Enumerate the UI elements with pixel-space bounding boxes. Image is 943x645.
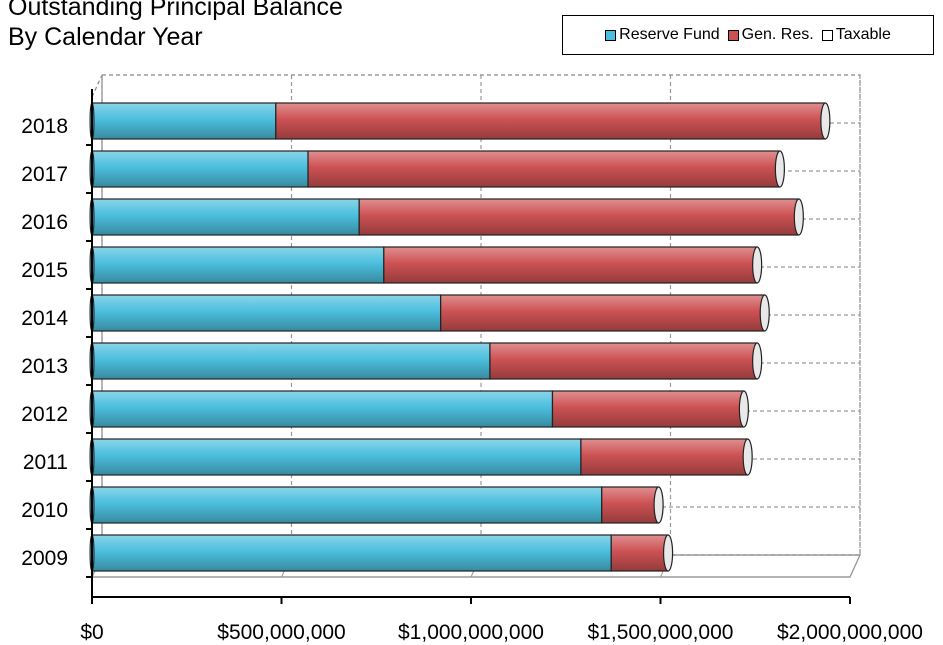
legend-item-reserve-fund: Reserve Fund: [605, 26, 720, 44]
y-tick-label-2010: 2010: [21, 499, 68, 522]
x-tick-label-3: $1,500,000,000: [588, 621, 734, 644]
y-tick-label-2009: 2009: [21, 547, 68, 570]
y-tick-label-2013: 2013: [21, 355, 68, 378]
chart-title-line-2: By Calendar Year: [8, 23, 203, 51]
x-tick-label-1: $500,000,000: [217, 621, 345, 644]
bar-2011-gen-res-: [580, 438, 749, 476]
bar-2013-gen-res-: [489, 342, 758, 380]
bar-cap-2011: [742, 438, 753, 476]
legend-swatch-gen-res: [727, 29, 739, 41]
bar-cap-2009: [662, 534, 674, 572]
bar-2013-reserve-fund: [91, 342, 491, 380]
bar-2018-gen-res-: [275, 102, 826, 140]
bar-2014-reserve-fund: [91, 294, 442, 332]
bar-cap-2012: [738, 390, 749, 428]
bar-2016-gen-res-: [358, 198, 800, 236]
y-tick-label-2015: 2015: [21, 259, 68, 282]
legend-label-taxable: Taxable: [835, 26, 891, 43]
bar-cap-2010: [653, 486, 664, 524]
bar-cap-2014: [759, 294, 770, 332]
y-tick-label-2016: 2016: [21, 211, 68, 234]
bar-2017-reserve-fund: [91, 150, 309, 188]
legend-item-taxable: Taxable: [821, 26, 891, 44]
bar-cap-2017: [774, 150, 785, 188]
bar-2018-reserve-fund: [91, 102, 277, 140]
x-tick-label-2: $1,000,000,000: [398, 621, 544, 644]
bar-2012-reserve-fund: [91, 390, 554, 428]
chart-tick-labels: $0 $500,000,000 $1,000,000,000 $1,500,000,0…: [21, 115, 923, 644]
x-tick-label-4: $2,000,000,000: [777, 621, 923, 644]
bar-2014-gen-res-: [440, 294, 766, 332]
chart-bars: [89, 102, 831, 572]
y-tick-label-2012: 2012: [21, 403, 68, 426]
legend-label-reserve-fund: Reserve Fund: [619, 26, 720, 43]
bar-2015-gen-res-: [383, 246, 758, 284]
bar-2010-reserve-fund: [91, 486, 603, 524]
bar-cap-2015: [752, 246, 763, 284]
bar-2012-gen-res-: [551, 390, 745, 428]
legend-label-gen-res: Gen. Res.: [741, 26, 814, 43]
bar-2009-reserve-fund: [91, 534, 612, 572]
x-tick-label-0: $0: [80, 621, 103, 644]
bar-2011-reserve-fund: [91, 438, 582, 476]
chart-legend: Reserve Fund Gen. Res. Taxable: [562, 15, 934, 55]
y-tick-label-2017: 2017: [21, 163, 68, 186]
gridline-floor-4: [849, 554, 861, 578]
bar-2010-gen-res-: [601, 486, 660, 524]
bar-cap-2013: [752, 342, 763, 380]
chart-axes: [86, 89, 851, 604]
bar-2015-reserve-fund: [91, 246, 385, 284]
legend-swatch-taxable: [821, 29, 833, 41]
y-tick-label-2018: 2018: [21, 115, 68, 138]
y-tick-label-2014: 2014: [21, 307, 68, 330]
bar-cap-2018: [820, 102, 831, 140]
bar-2016-reserve-fund: [91, 198, 360, 236]
bar-2017-gen-res-: [307, 150, 781, 188]
chart-title: Outstanding Principal Balance By Calenda…: [8, 0, 343, 52]
chart-title-line-1: Outstanding Principal Balance: [8, 0, 343, 21]
y-tick-label-2011: 2011: [23, 451, 68, 474]
legend-swatch-reserve-fund: [605, 29, 617, 41]
legend-item-gen-res: Gen. Res.: [727, 26, 814, 44]
bar-cap-2016: [793, 198, 804, 236]
bar-2009-gen-res-: [610, 534, 669, 572]
